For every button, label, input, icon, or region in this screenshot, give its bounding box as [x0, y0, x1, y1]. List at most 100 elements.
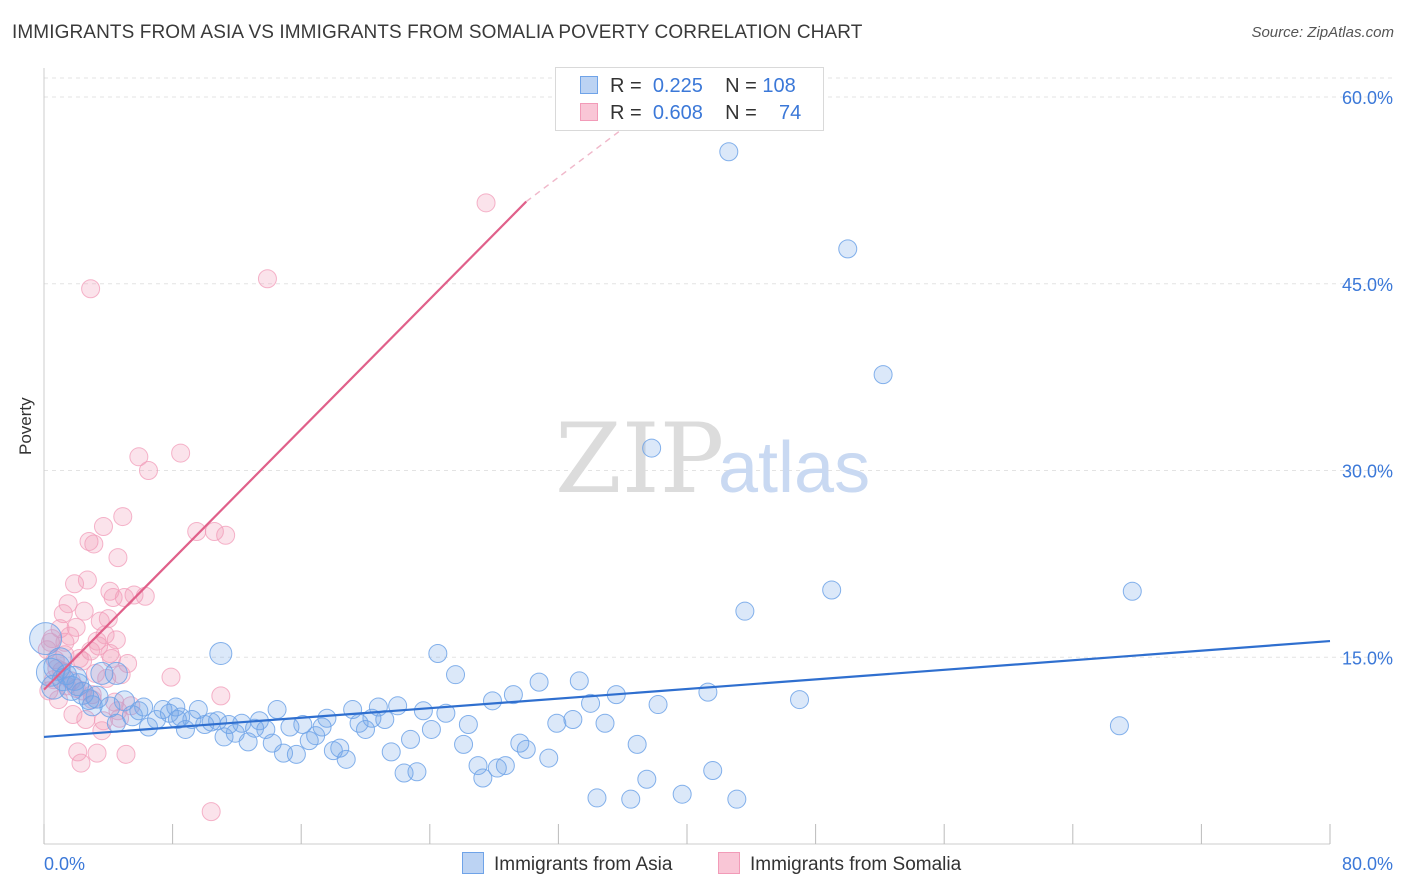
- asia-point: [446, 665, 466, 685]
- somalia-r-value: 0.608: [652, 102, 703, 124]
- watermark-atlas: atlas: [718, 428, 870, 508]
- asia-trend-line: [43, 639, 1331, 739]
- bottom-legend-somalia: Immigrants from Somalia: [718, 852, 961, 876]
- asia-legend-label: Immigrants from Asia: [494, 854, 673, 875]
- asia-point: [482, 691, 502, 711]
- asia-point: [401, 729, 421, 749]
- somalia-point: [98, 609, 118, 629]
- asia-point: [413, 701, 433, 721]
- asia-point: [138, 717, 158, 737]
- somalia-point: [476, 193, 496, 213]
- asia-point: [503, 685, 523, 705]
- asia-point: [473, 768, 493, 788]
- asia-point: [703, 761, 723, 781]
- asia-point: [436, 703, 456, 723]
- somalia-point: [93, 517, 113, 537]
- asia-point: [166, 697, 186, 717]
- somalia-point: [53, 604, 73, 624]
- asia-point: [529, 672, 549, 692]
- somalia-r-label: R =: [610, 102, 642, 124]
- somalia-point: [77, 570, 97, 590]
- asia-point: [428, 644, 448, 664]
- asia-point: [595, 713, 615, 733]
- asia-point: [375, 710, 395, 729]
- y-tick-label: 60.0%: [1342, 88, 1393, 108]
- asia-point: [719, 142, 739, 162]
- asia-n-label: N =: [725, 75, 757, 97]
- asia-point: [454, 734, 474, 754]
- y-tick-label: 45.0%: [1342, 275, 1393, 295]
- asia-point: [563, 710, 583, 729]
- asia-point: [822, 580, 842, 600]
- asia-point: [214, 727, 234, 747]
- asia-point: [29, 622, 63, 656]
- somalia-point: [187, 522, 207, 542]
- legend-row-somalia: R = 0.608 N = 74: [580, 102, 801, 126]
- somalia-point: [171, 443, 191, 463]
- asia-point: [468, 756, 488, 776]
- somalia-point: [65, 574, 85, 594]
- watermark: ZIP atlas: [555, 403, 870, 515]
- asia-r-value: 0.225: [652, 75, 703, 97]
- tick-labels: 15.0% 30.0% 45.0% 60.0% 0.0% 80.0%: [44, 88, 1393, 874]
- somalia-legend-swatch: [718, 852, 740, 874]
- somalia-point: [135, 586, 155, 606]
- asia-point: [299, 731, 319, 751]
- somalia-n-value: 74: [779, 102, 802, 124]
- x-tick-label-min: 0.0%: [44, 854, 85, 874]
- somalia-point: [129, 447, 149, 467]
- asia-point: [873, 365, 893, 385]
- asia-swatch: [580, 76, 598, 94]
- y-axis-label: Poverty: [16, 397, 35, 455]
- source-label: Source: ZipAtlas.com: [1251, 24, 1394, 41]
- asia-point: [569, 671, 589, 691]
- asia-point: [539, 748, 559, 768]
- chart-title: IMMIGRANTS FROM ASIA VS IMMIGRANTS FROM …: [12, 22, 863, 43]
- asia-point: [621, 789, 641, 809]
- asia-point: [1109, 716, 1129, 736]
- somalia-point: [201, 802, 221, 822]
- asia-points: [29, 142, 1142, 809]
- asia-point: [286, 744, 306, 764]
- asia-point: [312, 717, 332, 737]
- asia-point: [581, 693, 601, 713]
- bottom-legend-asia: Immigrants from Asia: [462, 852, 672, 876]
- asia-point: [90, 661, 114, 685]
- somalia-point: [113, 507, 133, 527]
- asia-r-label: R =: [610, 75, 642, 97]
- asia-point: [698, 682, 718, 702]
- asia-point: [642, 438, 662, 458]
- somalia-point: [79, 531, 99, 551]
- somalia-point: [74, 601, 94, 621]
- stats-legend: R = 0.225 N = 108 R = 0.608 N = 74: [555, 67, 824, 131]
- somalia-point: [66, 617, 86, 637]
- gridlines: [44, 77, 1392, 658]
- somalia-point: [87, 631, 107, 651]
- y-tick-label: 30.0%: [1342, 462, 1393, 482]
- asia-point: [672, 784, 692, 804]
- somalia-point: [40, 632, 60, 652]
- asia-point: [547, 713, 567, 733]
- asia-point: [293, 714, 313, 734]
- somalia-point: [257, 269, 277, 289]
- somalia-point: [58, 594, 78, 614]
- somalia-point: [161, 667, 181, 687]
- asia-point: [267, 700, 287, 720]
- asia-point: [317, 708, 337, 728]
- asia-point: [58, 675, 84, 701]
- asia-point: [735, 601, 755, 621]
- asia-point: [458, 714, 478, 734]
- somalia-point: [95, 625, 115, 645]
- legend-row-asia: R = 0.225 N = 108: [580, 75, 796, 99]
- asia-point: [104, 661, 128, 685]
- axes: [43, 68, 1331, 845]
- asia-point: [421, 719, 441, 739]
- asia-n-value: 108: [762, 75, 796, 97]
- somalia-point: [84, 534, 104, 554]
- somalia-point: [68, 742, 88, 762]
- somalia-point: [87, 743, 107, 763]
- asia-point: [838, 239, 858, 259]
- somalia-point: [71, 753, 91, 773]
- somalia-point: [204, 522, 224, 542]
- somalia-point: [100, 644, 120, 664]
